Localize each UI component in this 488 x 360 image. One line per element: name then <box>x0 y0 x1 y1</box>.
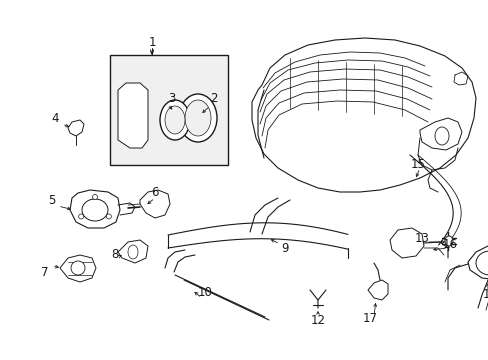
Text: 10: 10 <box>197 285 212 298</box>
Text: 7: 7 <box>41 266 49 279</box>
Text: 4: 4 <box>51 112 59 125</box>
Ellipse shape <box>71 261 85 275</box>
Text: 6: 6 <box>151 185 159 198</box>
Text: 16: 16 <box>442 238 457 252</box>
Text: 12: 12 <box>310 314 325 327</box>
Bar <box>110 55 227 165</box>
Text: 2: 2 <box>210 91 217 104</box>
Ellipse shape <box>92 194 97 199</box>
Ellipse shape <box>106 214 111 219</box>
Polygon shape <box>467 246 488 280</box>
Polygon shape <box>140 190 170 218</box>
Ellipse shape <box>184 100 210 136</box>
Polygon shape <box>70 190 120 228</box>
Ellipse shape <box>128 245 138 259</box>
Polygon shape <box>389 228 423 258</box>
Text: 8: 8 <box>111 248 119 261</box>
Polygon shape <box>419 118 461 150</box>
Text: 15: 15 <box>410 158 425 171</box>
Polygon shape <box>68 120 84 136</box>
Ellipse shape <box>444 236 452 246</box>
Ellipse shape <box>160 100 190 140</box>
Text: 9: 9 <box>281 242 288 255</box>
Ellipse shape <box>475 251 488 275</box>
Text: 17: 17 <box>362 311 377 324</box>
Polygon shape <box>367 280 387 300</box>
Text: 1: 1 <box>148 36 156 49</box>
Ellipse shape <box>82 199 108 221</box>
Polygon shape <box>118 240 148 263</box>
Text: 13: 13 <box>414 231 428 244</box>
Ellipse shape <box>179 94 217 142</box>
Ellipse shape <box>434 127 448 145</box>
Ellipse shape <box>164 106 184 134</box>
Ellipse shape <box>79 214 83 219</box>
Polygon shape <box>251 38 475 192</box>
Text: 3: 3 <box>168 91 175 104</box>
Polygon shape <box>60 255 96 282</box>
Text: 5: 5 <box>48 194 56 207</box>
Text: 11: 11 <box>482 288 488 302</box>
Polygon shape <box>118 83 148 148</box>
